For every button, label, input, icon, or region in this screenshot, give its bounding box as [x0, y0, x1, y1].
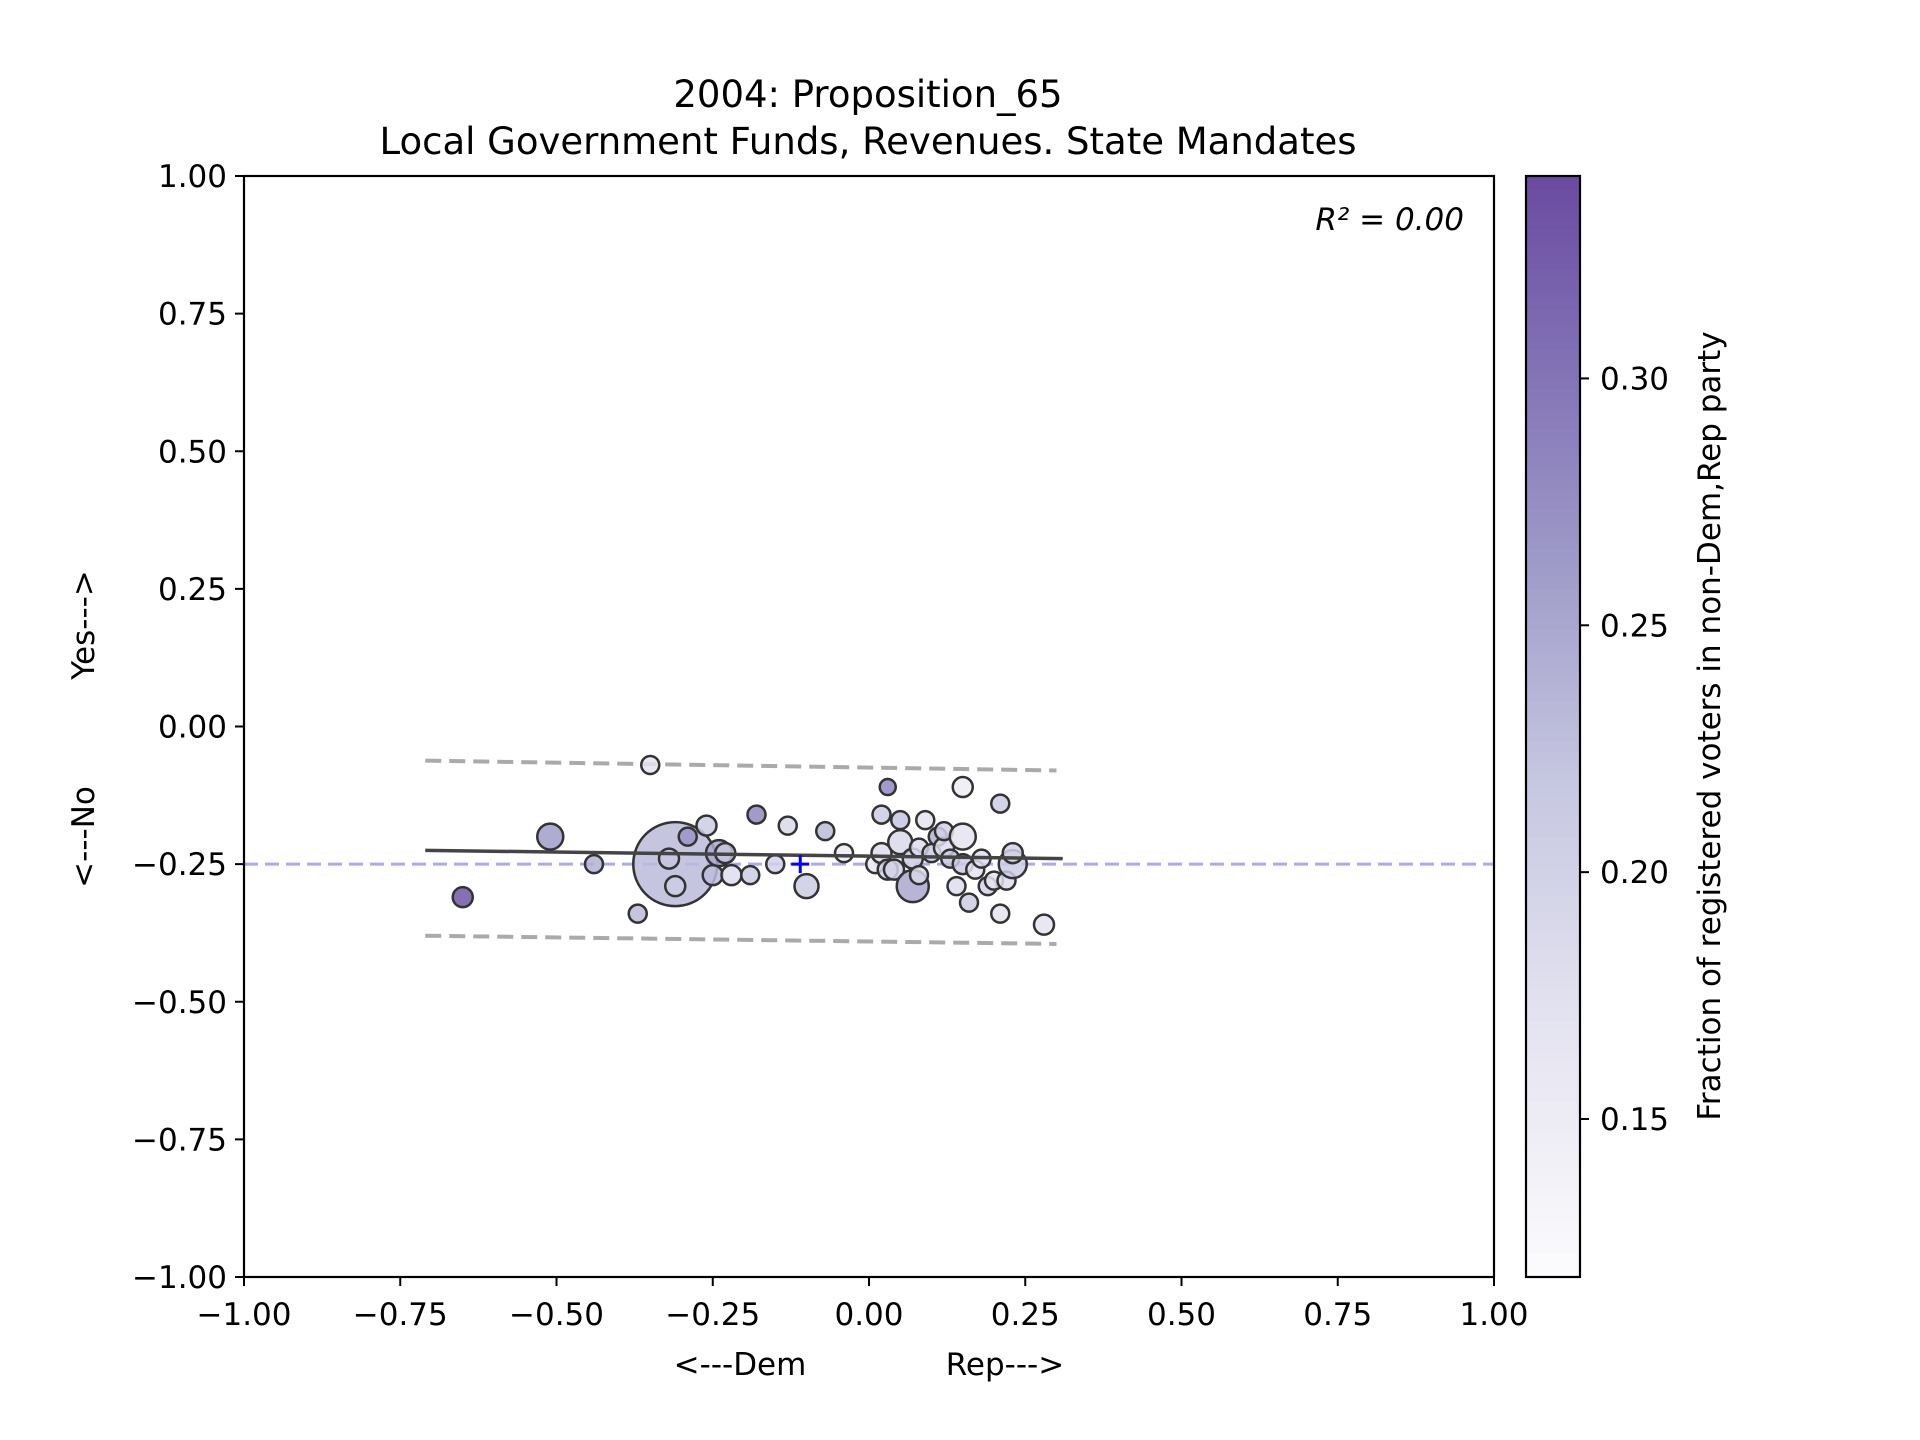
x-tick-label: −1.00 [197, 1297, 292, 1333]
fit-line-layer [425, 848, 1063, 861]
colorbar-tick-label: 0.25 [1600, 608, 1669, 644]
data-points [451, 754, 1056, 936]
data-point [871, 804, 892, 825]
x-axis-label-dem: <---Dem [674, 1347, 807, 1383]
band-upper-line [425, 758, 1057, 773]
data-point [664, 874, 687, 898]
y-tick-label: 1.00 [158, 159, 227, 195]
x-tick-label: 0.75 [1303, 1297, 1372, 1333]
data-point [882, 858, 906, 881]
y-tick-label: −1.00 [132, 1260, 227, 1296]
x-tick-label: −0.75 [353, 1297, 448, 1333]
data-point [536, 822, 565, 851]
data-point [946, 875, 967, 897]
x-tick-label: −0.50 [509, 1297, 604, 1333]
data-point [657, 847, 681, 870]
data-point [793, 872, 820, 900]
data-point [777, 815, 798, 836]
data-point [833, 842, 855, 864]
data-point [746, 804, 767, 825]
data-point [583, 853, 605, 875]
data-point [878, 777, 897, 797]
data-point [720, 863, 743, 887]
data-point [1001, 841, 1024, 865]
y-tick-label: 0.00 [158, 710, 227, 746]
colorbar-tick-label: 0.30 [1600, 361, 1669, 397]
confidence-band [425, 758, 1057, 946]
data-point [915, 809, 936, 831]
x-tick-label: 0.25 [991, 1297, 1060, 1333]
x-axis-label-rep: Rep---> [946, 1347, 1064, 1383]
data-point [990, 903, 1011, 924]
fit-line [425, 848, 1063, 861]
data-point [627, 903, 648, 924]
y-tick-label: −0.75 [132, 1122, 227, 1158]
colorbar-tick-label: 0.20 [1600, 855, 1669, 891]
y-tick-label: 0.75 [158, 297, 227, 333]
data-point [990, 793, 1011, 814]
chart-title-group: 2004: Proposition_65 Local Government Fu… [380, 73, 1357, 163]
band-lower-line [425, 933, 1057, 946]
mean-marker-layer [791, 855, 810, 874]
plot-area [244, 176, 1494, 1277]
data-point [451, 885, 474, 909]
data-point [948, 822, 977, 851]
data-point [677, 826, 698, 847]
y-axis-label-yes: Yes---> [66, 570, 102, 681]
y-axis-label-no: <---No [66, 786, 102, 888]
colorbar [1524, 174, 1582, 1279]
y-axis-ticks: −1.00 −0.75 −0.50 −0.25 0.00 0.25 0.50 0.75 1.00 [132, 159, 244, 1296]
data-point [1032, 913, 1056, 936]
data-point [951, 775, 974, 799]
x-tick-label: −0.25 [665, 1297, 760, 1333]
x-tick-label: 0.00 [834, 1297, 903, 1333]
data-point [958, 892, 980, 913]
data-point [740, 864, 761, 886]
colorbar-tick-label: 0.15 [1600, 1102, 1669, 1138]
chart-subtitle: Local Government Funds, Revenues. State … [380, 120, 1357, 163]
data-point [815, 820, 836, 842]
y-tick-label: 0.25 [158, 572, 227, 608]
data-point [890, 809, 911, 831]
data-point [701, 863, 724, 887]
x-tick-label: 1.00 [1459, 1297, 1528, 1333]
data-point [765, 853, 786, 875]
colorbar-ticks: 0.15 0.20 0.25 0.30 [1580, 361, 1669, 1138]
x-tick-label: 0.50 [1147, 1297, 1216, 1333]
data-point [640, 754, 661, 776]
x-axis-ticks: −1.00 −0.75 −0.50 −0.25 0.00 0.25 0.50 0.75 1.00 [197, 1277, 1529, 1333]
y-tick-label: −0.25 [132, 847, 227, 883]
y-tick-label: 0.50 [158, 434, 227, 470]
chart-title: 2004: Proposition_65 [673, 73, 1062, 116]
r-squared-annotation: R² = 0.00 [1315, 202, 1464, 238]
data-point [695, 814, 718, 837]
data-point [908, 864, 930, 886]
colorbar-label: Fraction of registered voters in non-Dem… [1692, 331, 1728, 1120]
y-tick-label: −0.50 [132, 985, 227, 1021]
